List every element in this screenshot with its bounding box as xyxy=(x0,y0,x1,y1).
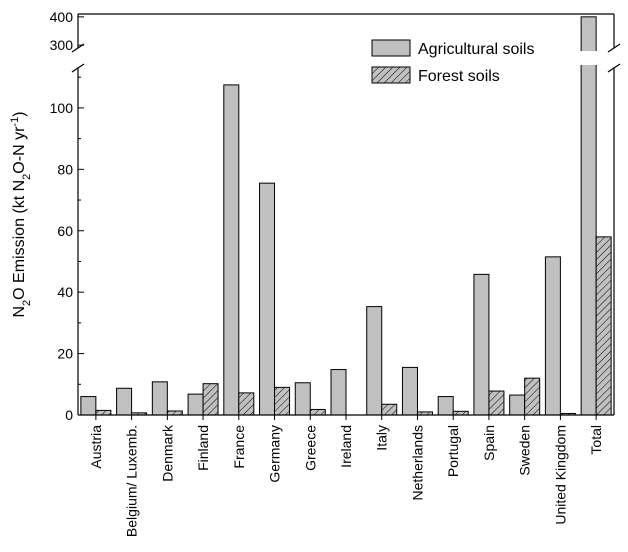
bar-agricultural-12 xyxy=(509,394,526,416)
bar-agricultural-8 xyxy=(366,306,383,416)
y-tick-label-40: 40 xyxy=(57,284,73,300)
category-label-7: Ireland xyxy=(338,425,354,468)
y-tick-label-80: 80 xyxy=(57,161,73,177)
category-label-6: Greece xyxy=(302,425,318,471)
y-tick-label-60: 60 xyxy=(57,223,73,239)
bar-forest-12 xyxy=(524,377,541,416)
category-label-9: Netherlands xyxy=(409,425,425,501)
category-label-5: Germany xyxy=(267,425,283,483)
bar-forest-8 xyxy=(381,403,398,416)
category-label-8: Italy xyxy=(374,425,390,451)
bar-forest-3 xyxy=(202,383,219,416)
category-label-3: Finland xyxy=(195,425,211,471)
bar-agricultural-9 xyxy=(401,366,418,416)
category-label-13: United Kingdom xyxy=(552,425,568,525)
axis-break-gap xyxy=(79,51,613,65)
bar-forest-11 xyxy=(488,390,505,416)
bar-agricultural-13 xyxy=(544,256,561,416)
legend-label-1: Forest soils xyxy=(418,68,500,85)
bar-agricultural-5 xyxy=(259,182,276,416)
legend: Agricultural soils Forest soils xyxy=(371,39,534,85)
category-label-1: Belgium/ Luxemb. xyxy=(124,425,140,537)
bar-agricultural-10 xyxy=(437,396,454,416)
bar-agricultural-6 xyxy=(294,382,311,416)
bar-agricultural-1 xyxy=(116,387,133,416)
bar-forest-5 xyxy=(274,386,291,416)
category-label-0: Austria xyxy=(88,425,104,469)
bar-forest-14 xyxy=(595,236,612,416)
bar-agricultural-2 xyxy=(151,381,168,416)
legend-swatch-1 xyxy=(371,66,411,84)
bar-agricultural-14 xyxy=(580,16,597,416)
bar-forest-0 xyxy=(95,409,112,416)
bar-agricultural-11 xyxy=(473,273,490,416)
bar-agricultural-0 xyxy=(80,396,97,416)
category-label-14: Total xyxy=(588,425,604,455)
legend-swatch-0 xyxy=(371,39,411,57)
y-tick-label-300: 300 xyxy=(50,37,74,53)
break-mark-0-1 xyxy=(71,63,85,73)
break-mark-1-0 xyxy=(607,43,621,53)
y-axis-title: N2O Emission (kt N2O-N yr-1) xyxy=(9,111,33,317)
y-tick-label-20: 20 xyxy=(57,346,73,362)
category-label-12: Sweden xyxy=(517,425,533,476)
bar-forest-4 xyxy=(238,392,255,416)
y-tick-label-0: 0 xyxy=(65,407,73,423)
bars-group xyxy=(79,16,613,416)
labels-group: 0 20 40 60 80 100 300 400 Austria Belgium/ Luxemb… xyxy=(9,9,604,537)
y-tick-label-100: 100 xyxy=(50,100,74,116)
bar-forest-6 xyxy=(309,408,326,416)
category-label-11: Spain xyxy=(481,425,497,461)
category-label-4: France xyxy=(231,425,247,469)
category-label-10: Portugal xyxy=(445,425,461,477)
axes-group xyxy=(71,13,621,420)
bar-agricultural-7 xyxy=(330,369,347,416)
bar-agricultural-4 xyxy=(223,84,240,416)
category-label-2: Denmark xyxy=(159,424,175,482)
bar-agricultural-3 xyxy=(187,393,204,416)
legend-label-0: Agricultural soils xyxy=(418,41,534,58)
y-tick-label-400: 400 xyxy=(50,9,74,25)
break-mark-1-1 xyxy=(607,63,621,73)
